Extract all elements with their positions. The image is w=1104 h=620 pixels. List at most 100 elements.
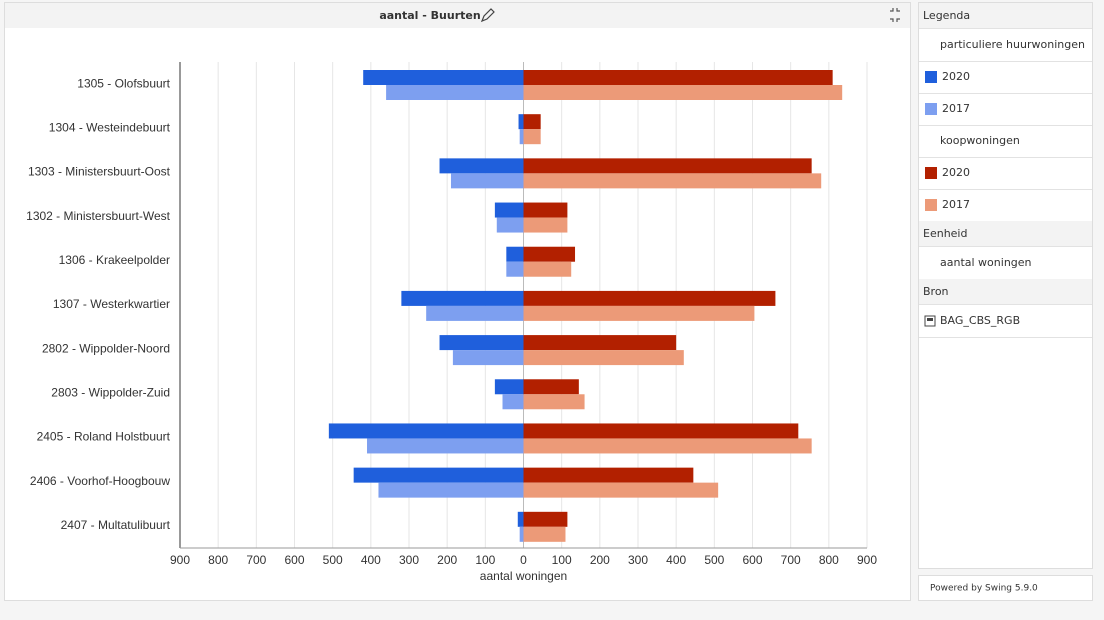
- x-tick-label: 200: [590, 553, 610, 567]
- bar: [519, 129, 524, 145]
- bar: [496, 217, 524, 233]
- bar: [386, 85, 524, 100]
- source-icon: [927, 318, 933, 321]
- bar: [523, 173, 822, 189]
- x-tick-label: 500: [704, 553, 724, 567]
- y-tick-label: 2406 - Voorhof-Hoogbouw: [30, 474, 170, 488]
- bar: [494, 202, 524, 218]
- x-tick-label: 0: [520, 553, 527, 567]
- bar: [452, 350, 524, 366]
- legend-section-title: Legenda: [923, 9, 970, 22]
- footer-box: [918, 575, 1093, 601]
- legend: Legenda particuliere huurwoningen 2020 2017…: [919, 3, 1092, 338]
- bar: [523, 482, 719, 498]
- x-tick-label: 600: [284, 553, 304, 567]
- x-tick-label: 200: [437, 553, 457, 567]
- bar: [523, 394, 585, 410]
- unit-value: aantal woningen: [940, 256, 1032, 269]
- x-axis-title: aantal woningen: [480, 569, 567, 583]
- bar: [450, 173, 524, 189]
- legend-section-title: Bron: [923, 285, 949, 298]
- legend-section-header: [919, 3, 1092, 28]
- y-tick-label: 1304 - Westeindebuurt: [49, 120, 171, 134]
- y-tick-label: 1302 - Ministersbuurt-West: [26, 209, 170, 223]
- chart-header: [5, 3, 910, 28]
- bar: [523, 290, 776, 306]
- x-tick-label: 400: [361, 553, 381, 567]
- x-tick-label: 400: [666, 553, 686, 567]
- bar: [506, 246, 524, 262]
- bar: [439, 335, 524, 351]
- x-tick-label: 600: [742, 553, 762, 567]
- x-tick-label: 300: [628, 553, 648, 567]
- y-tick-label: 1303 - Ministersbuurt-Oost: [28, 165, 171, 179]
- bar: [519, 526, 524, 542]
- x-tick-label: 800: [819, 553, 839, 567]
- bar: [523, 261, 572, 277]
- x-tick-label: 500: [323, 553, 343, 567]
- y-tick-label: 1307 - Westerkwartier: [53, 297, 170, 311]
- y-tick-label: 2405 - Roland Holstbuurt: [37, 430, 171, 444]
- legend-group: koopwoningen: [940, 134, 1020, 147]
- x-tick-label: 300: [399, 553, 419, 567]
- edit-icon[interactable]: [480, 8, 495, 23]
- y-tick-label: 2802 - Wippolder-Noord: [42, 341, 170, 355]
- x-tick-label: 700: [246, 553, 266, 567]
- source-icon: [924, 315, 936, 327]
- legend-entry[interactable]: 2020: [942, 166, 970, 179]
- bar: [439, 158, 524, 174]
- bar: [523, 423, 799, 439]
- bar: [523, 246, 576, 262]
- bar: [502, 394, 524, 410]
- bar: [506, 261, 524, 277]
- bar: [494, 379, 524, 395]
- bar: [523, 85, 843, 100]
- legend-swatch: [925, 199, 937, 211]
- bar: [523, 305, 755, 321]
- footer-text: Powered by Swing 5.9.0: [930, 584, 1038, 594]
- bar: [401, 290, 524, 306]
- bar: [523, 438, 812, 454]
- bar: [523, 467, 694, 483]
- x-tick-label: 900: [857, 553, 877, 567]
- source-value: BAG_CBS_RGB: [940, 314, 1020, 327]
- legend-swatch: [925, 103, 937, 115]
- x-tick-label: 100: [552, 553, 572, 567]
- bar: [523, 70, 833, 85]
- bar: [378, 482, 524, 498]
- legend-group: particuliere huurwoningen: [940, 38, 1085, 51]
- bar: [523, 158, 812, 174]
- bar: [523, 202, 568, 218]
- chart-title: aantal - Buurten: [379, 9, 480, 22]
- x-tick-label: 800: [208, 553, 228, 567]
- bar: [353, 467, 524, 483]
- bar: [517, 511, 524, 527]
- x-tick-label: 900: [170, 553, 190, 567]
- bar: [523, 129, 541, 145]
- x-tick-label: 700: [781, 553, 801, 567]
- legend-swatch: [925, 71, 937, 83]
- y-tick-label: 2407 - Multatulibuurt: [61, 518, 171, 532]
- bar: [367, 438, 524, 454]
- bar: [363, 70, 524, 85]
- collapse-icon[interactable]: [890, 8, 900, 22]
- bar: [328, 423, 524, 439]
- bar: [518, 114, 524, 130]
- chart: 900 800 700 600 500 400 300 200 100 0 100 200 300 400…: [26, 62, 877, 583]
- bar: [523, 526, 566, 542]
- y-tick-label: 1306 - Krakeelpolder: [59, 253, 170, 267]
- bar: [523, 511, 568, 527]
- bar: [523, 379, 579, 395]
- legend-section-header: [919, 221, 1092, 246]
- legend-entry[interactable]: 2017: [942, 102, 970, 115]
- bar: [523, 350, 684, 366]
- legend-entry[interactable]: 2020: [942, 70, 970, 83]
- bar: [523, 335, 677, 351]
- y-tick-label: 2803 - Wippolder-Zuid: [51, 386, 170, 400]
- legend-swatch: [925, 167, 937, 179]
- legend-entry[interactable]: 2017: [942, 198, 970, 211]
- legend-section-title: Eenheid: [923, 227, 967, 240]
- bar: [523, 217, 568, 233]
